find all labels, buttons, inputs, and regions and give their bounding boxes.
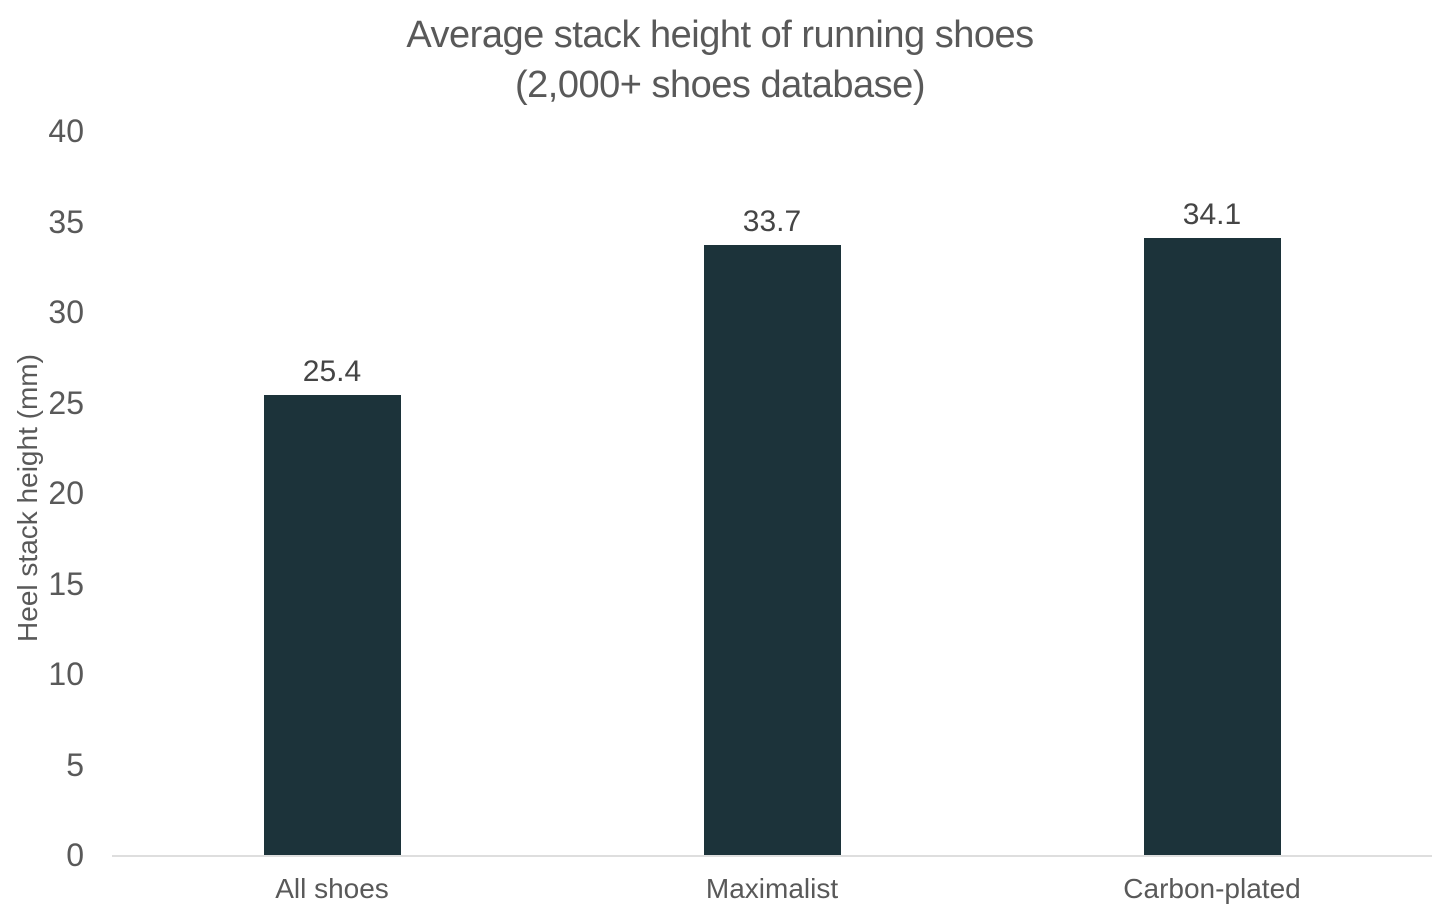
y-tick-label: 20 [48, 475, 84, 511]
chart-title: Average stack height of running shoes (2… [0, 10, 1440, 110]
bar-maximalist [703, 245, 841, 855]
y-tick-label: 35 [48, 203, 84, 240]
y-tick-label: 15 [48, 565, 84, 602]
x-category-label: All shoes [275, 873, 389, 904]
x-axis-line [112, 855, 1432, 857]
x-category-label: Carbon-plated [1123, 873, 1301, 904]
y-tick-label: 0 [66, 837, 84, 873]
bar-value-label: 34.1 [1182, 197, 1242, 231]
bar-value-label: 33.7 [742, 205, 802, 239]
chart-title-line-2: (2,000+ shoes database) [515, 64, 925, 106]
bar-carbon-plated [1143, 237, 1281, 855]
x-category-label: Maximalist [705, 873, 839, 904]
y-tick-label: 25 [48, 384, 84, 421]
y-tick-label: 10 [48, 656, 84, 692]
bar-all-shoes [263, 395, 401, 855]
chart-title-line-1: Average stack height of running shoes [406, 14, 1034, 56]
y-tick-label: 5 [66, 746, 84, 783]
bar-value-label: 25.4 [302, 355, 362, 389]
y-tick-label: 30 [48, 294, 84, 330]
y-tick-label: 40 [48, 113, 84, 149]
